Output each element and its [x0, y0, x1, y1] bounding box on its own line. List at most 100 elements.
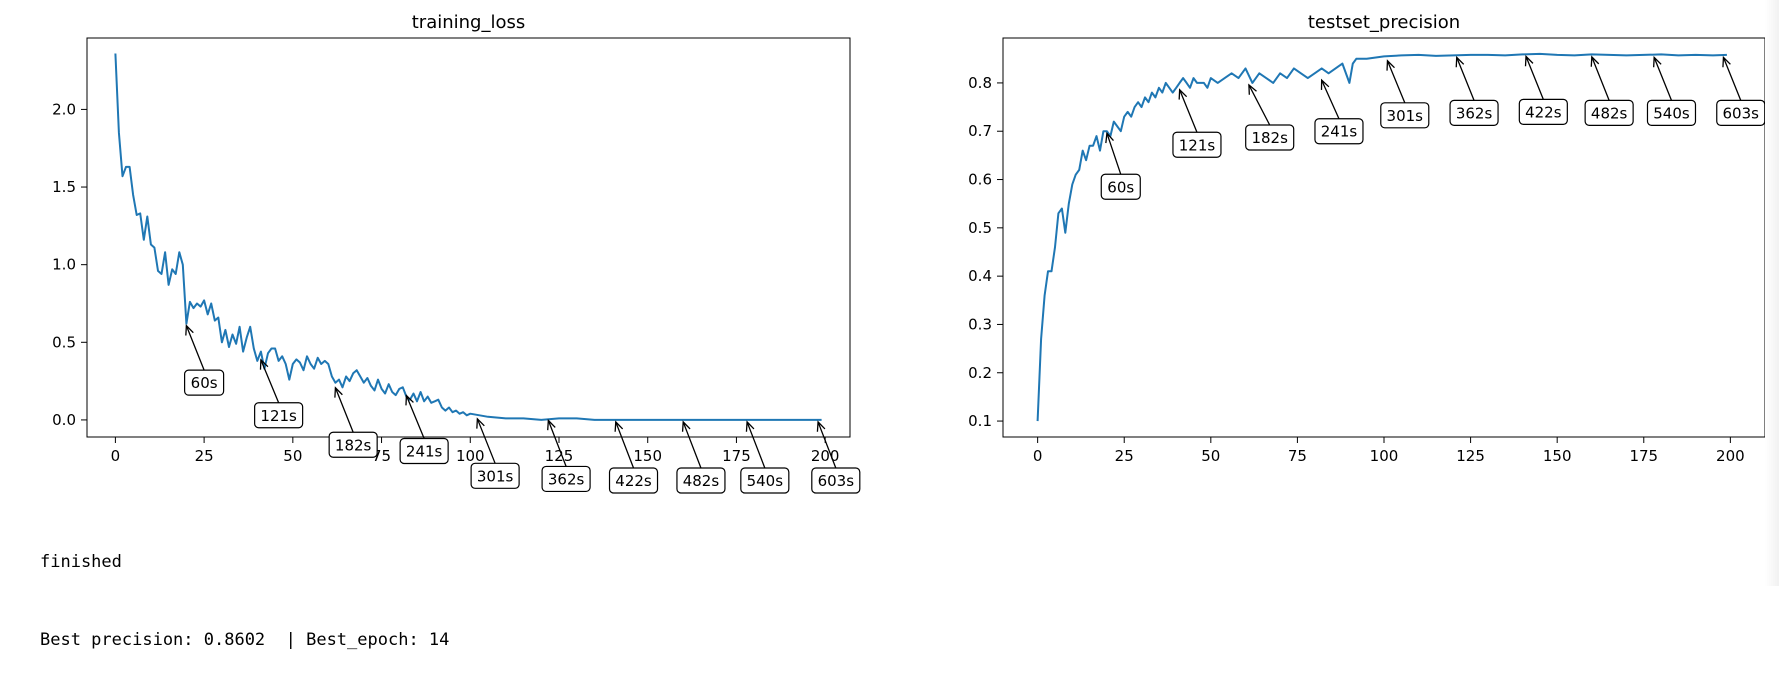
annotation-arrow: [1653, 57, 1673, 101]
annotation-box: [1245, 124, 1295, 151]
x-tick-label: 100: [1370, 447, 1399, 465]
annotation-arrow: [1591, 56, 1610, 101]
annotation-box: [608, 467, 659, 494]
annotation-arrow: [260, 359, 280, 404]
annotation-arrow: [1386, 60, 1406, 104]
annotation-arrowhead: [1524, 54, 1534, 67]
annotation-box: [1380, 102, 1430, 129]
annotation-box: [254, 402, 304, 429]
annotation-label: 603s: [1723, 104, 1760, 122]
status-line: finished: [40, 552, 122, 572]
annotation-arrow: [185, 325, 205, 371]
annotation-box: [541, 465, 591, 493]
annotation-label: 182s: [1251, 129, 1288, 147]
axes-frame: [86, 37, 851, 438]
annotation-arrowhead: [185, 324, 194, 336]
training-plots-figure: training_loss 0 25 50 75 100 125 150 175 200 0.0 0.…: [52, 12, 1765, 494]
annotation-label: 362s: [548, 470, 585, 488]
annotation-arrow: [405, 395, 425, 439]
chart-title: testset_precision: [1308, 12, 1460, 33]
annotation-box: [676, 467, 726, 494]
y-tick-label: 0.8: [968, 74, 992, 92]
annotation-label: 362s: [1456, 104, 1493, 122]
y-tick-label: 0.5: [52, 333, 76, 351]
annotation-label: 60s: [1107, 178, 1134, 196]
chart-title: training_loss: [412, 12, 526, 33]
x-tick-label: 75: [1288, 447, 1307, 465]
annotation-arrow: [547, 420, 567, 467]
annotation-box: [1314, 118, 1364, 145]
annotation-label: 422s: [615, 472, 652, 490]
series-line: [114, 53, 822, 421]
annotation-label: 540s: [1653, 104, 1690, 122]
x-tick-label: 100: [456, 447, 485, 465]
y-tick-label: 0.6: [968, 171, 992, 189]
annotation-arrowhead: [745, 420, 755, 432]
x-tick-label: 0: [1033, 447, 1043, 465]
y-tick-label: 0.1: [968, 412, 992, 430]
annotation-arrowhead: [1248, 83, 1257, 95]
annotation-arrowhead: [614, 420, 624, 432]
x-tick-label: 200: [811, 447, 840, 465]
cell-output: finished Best precision: 0.8602 | Best_e…: [40, 497, 940, 679]
annotation-arrow: [1321, 79, 1340, 119]
axes-frame: [1002, 37, 1765, 438]
annotation-label: 60s: [191, 374, 218, 392]
annotation-label: 540s: [747, 472, 784, 490]
annotation-arrowhead: [816, 420, 826, 432]
annotation-label: 301s: [477, 467, 514, 485]
annotation-box: [1646, 99, 1697, 126]
x-tick-label: 150: [633, 447, 662, 465]
annotation-arrow: [615, 421, 635, 469]
y-tick-label: 2.0: [52, 100, 76, 118]
scroll-region[interactable]: [1765, 0, 1779, 586]
annotation-arrowhead: [1590, 55, 1600, 67]
annotation-box: [184, 369, 225, 396]
annotation-arrowhead: [1105, 131, 1114, 144]
annotation-arrowhead: [1320, 78, 1330, 90]
annotation-box: [1716, 99, 1765, 126]
best-result-line: Best precision: 0.8602 | Best_epoch: 14: [40, 630, 450, 650]
y-tick-label: 0.4: [968, 267, 992, 285]
y-tick-label: 1.0: [52, 256, 76, 274]
x-tick-label: 150: [1543, 447, 1572, 465]
annotation-arrow: [817, 421, 837, 469]
annotation-arrowhead: [681, 420, 691, 432]
annotation-box: [740, 467, 790, 494]
y-tick-label: 0.5: [968, 219, 992, 237]
annotation-label: 121s: [260, 407, 297, 425]
annotation-arrow: [476, 418, 496, 464]
annotation-label: 241s: [1321, 123, 1358, 141]
annotation-arrowhead: [547, 418, 556, 431]
x-tick-label: 25: [195, 447, 214, 465]
x-tick-label: 200: [1716, 447, 1745, 465]
annotation-arrowhead: [259, 358, 269, 370]
annotation-arrowhead: [1178, 88, 1188, 100]
annotation-label: 482s: [1591, 104, 1628, 122]
annotation-label: 422s: [1525, 103, 1562, 121]
annotation-box: [1518, 98, 1568, 126]
x-tick-label: 0: [111, 447, 121, 465]
annotation-arrowhead: [334, 386, 343, 398]
annotation-label: 301s: [1387, 107, 1424, 125]
x-tick-label: 175: [722, 447, 751, 465]
annotation-box: [1449, 99, 1499, 126]
annotation-label: 121s: [1179, 136, 1216, 154]
annotation-arrowhead: [1455, 55, 1465, 68]
x-tick-label: 175: [1629, 447, 1658, 465]
y-tick-label: 0.2: [968, 364, 992, 382]
annotation-box: [811, 467, 861, 494]
annotation-arrowhead: [1722, 55, 1731, 68]
annotation-label: 182s: [335, 436, 372, 454]
annotation-arrow: [1722, 57, 1742, 101]
y-tick-label: 0.3: [968, 315, 992, 333]
annotation-label: 241s: [406, 442, 443, 460]
annotation-box: [328, 431, 378, 458]
annotation-arrow: [746, 421, 766, 469]
annotation-arrow: [1106, 133, 1122, 175]
annotation-arrowhead: [1653, 55, 1662, 68]
annotation-label: 603s: [818, 472, 855, 490]
y-tick-label: 1.5: [52, 178, 76, 196]
x-tick-label: 50: [1201, 447, 1220, 465]
